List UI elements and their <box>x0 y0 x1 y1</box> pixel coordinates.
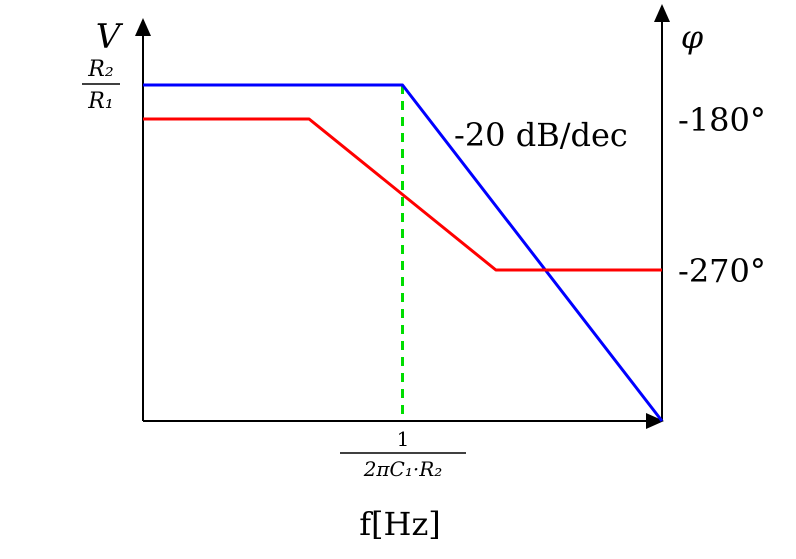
slope-annotation: -20 dB/dec <box>454 116 628 154</box>
x-tick-denominator: 2πC₁·R₂ <box>363 457 443 481</box>
left-y-tick-denominator: R₁ <box>87 89 113 114</box>
right-y-tick-label-270: -270° <box>678 252 766 290</box>
series-layer <box>143 83 664 422</box>
right-axis-label: φ <box>681 18 704 56</box>
phase-line <box>143 117 662 272</box>
x-axis-label: f[Hz] <box>359 505 441 543</box>
left-axis-label: V <box>96 17 124 57</box>
left-y-tick-numerator: R₂ <box>87 57 113 82</box>
magnitude-line <box>143 83 664 422</box>
x-tick-numerator: 1 <box>397 427 410 451</box>
right-y-tick-label-180: -180° <box>678 101 766 139</box>
